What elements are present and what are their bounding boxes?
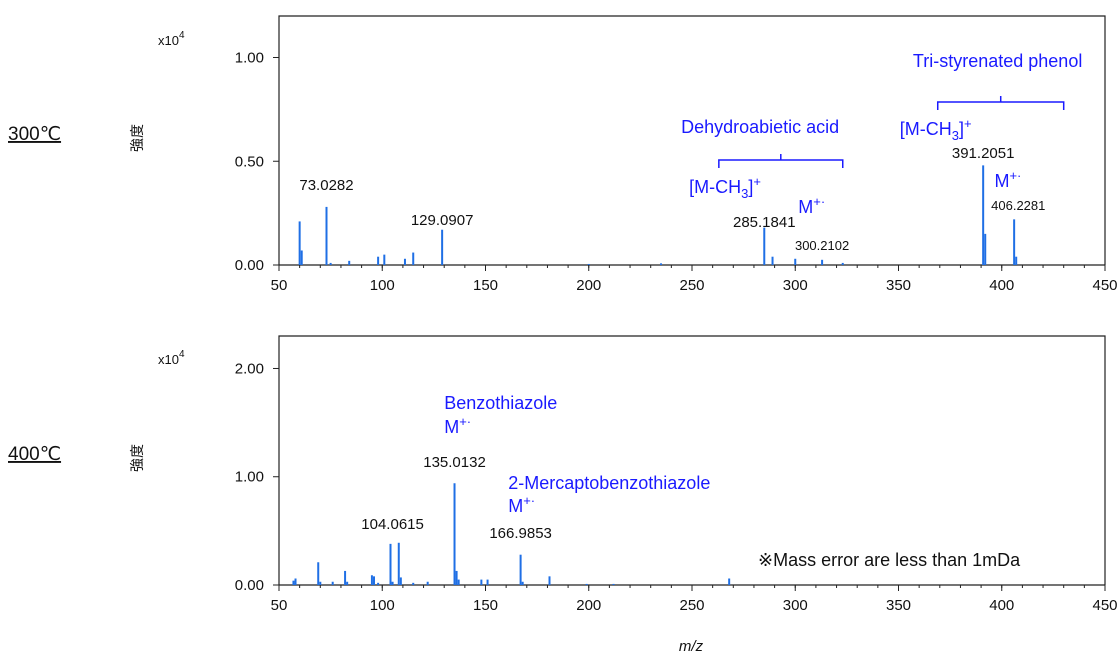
x-axis-label: m/z [679,638,704,655]
x-tick-label: 350 [886,597,911,614]
x-tick-label: 100 [370,597,395,614]
y-tick-label: 2.00 [235,360,264,377]
ylabel-300: 強度 [129,124,145,152]
x-tick-label: 450 [1092,597,1117,614]
plot-frame [278,335,1106,585]
x-tick-label: 200 [576,277,601,294]
x-tick-label: 150 [473,597,498,614]
peak-mass-label: 104.0615 [361,516,424,533]
peak-mass-label: 391.2051 [952,145,1015,162]
spectrum-panel-400: 50 100 150 200 250 300 350 400 450 0.00 1.00 2.00 10… [235,335,1118,614]
compound-annotation: Dehydroabietic acid [681,117,839,137]
x-tick-label: 200 [576,597,601,614]
compound-annotation: Benzothiazole [444,393,557,413]
mass-error-footnote: ※Mass error are less than 1mDa [758,550,1021,570]
x-tick-label: 100 [370,277,395,294]
peak-mass-label: 285.1841 [733,214,796,231]
compound-annotation: M+· [798,194,825,217]
y-tick-label: 0.00 [235,577,264,594]
condition-label-400: 400℃ [8,444,61,465]
peak-mass-label: 300.2102 [795,238,849,253]
compound-annotation: Tri-styrenated phenol [913,51,1082,71]
compound-annotation: M+· [508,493,535,516]
plot-frame [278,15,1106,265]
y-tick-label: 0.50 [235,153,264,170]
x-tick-label: 50 [271,597,288,614]
x-tick-label: 450 [1092,277,1117,294]
condition-label-300: 300℃ [8,124,61,145]
compound-annotation: [M-CH3]+ [900,116,972,143]
compound-annotation: M+· [444,414,471,437]
y-tick-label: 1.00 [235,469,264,486]
x-tick-label: 300 [783,597,808,614]
ylabel-400: 強度 [129,444,145,472]
y-tick-label: 1.00 [235,50,264,67]
x-tick-label: 400 [989,277,1014,294]
peak-mass-label: 406.2281 [991,198,1045,213]
x-tick-label: 400 [989,597,1014,614]
compound-annotation: [M-CH3]+ [689,174,761,201]
x-tick-label: 300 [783,277,808,294]
y-multiplier-300: x104 [158,30,185,48]
y-tick-label: 0.00 [235,257,264,274]
compound-bracket [936,96,1065,110]
y-multiplier-400: x104 [158,349,185,367]
x-tick-label: 350 [886,277,911,294]
x-tick-label: 250 [679,277,704,294]
x-tick-label: 50 [271,277,288,294]
x-tick-label: 250 [679,597,704,614]
compound-annotation: 2-Mercaptobenzothiazole [508,473,710,493]
spectrum-panel-300: 50 100 150 200 250 300 350 400 450 0.00 0.50 1.00 73… [235,15,1118,294]
peak-mass-label: 73.0282 [299,177,353,194]
x-tick-label: 150 [473,277,498,294]
peak-mass-label: 166.9853 [489,525,552,542]
compound-bracket [718,154,844,168]
compound-annotation: M+· [994,168,1021,191]
peak-mass-label: 129.0907 [411,212,474,229]
peak-mass-label: 135.0132 [423,454,486,471]
